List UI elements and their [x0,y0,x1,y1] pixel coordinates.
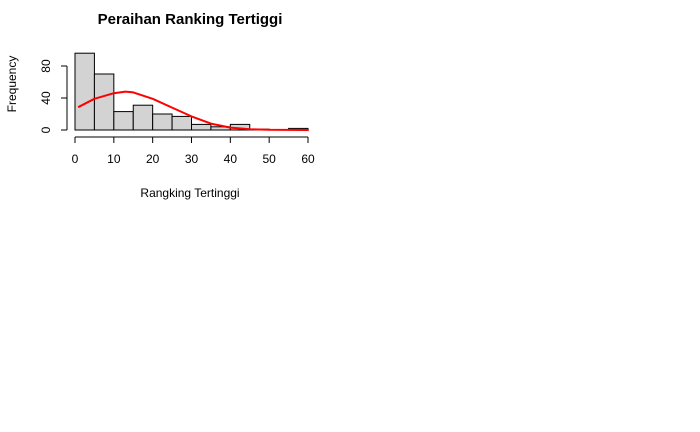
histogram-bar-4 [152,113,173,131]
x-tick-label-0: 0 [72,152,79,166]
x-tick-label-2: 20 [146,152,160,166]
x-tick-label-5: 50 [262,152,276,166]
y-tick-label-1: 40 [39,91,53,105]
histogram-bar-2 [113,111,134,131]
density-curve-layer [77,90,309,131]
histogram-bar-0 [74,52,95,131]
x-axis-label: Rangking Tertinggi [140,186,239,200]
density-curve [77,90,309,131]
y-axis: 0 40 80 [39,59,68,133]
histogram-bar-6 [191,123,212,131]
chart-title: Peraihan Ranking Tertiggi [98,11,283,28]
y-tick-label-2: 80 [39,59,53,73]
histogram-bar-5 [171,115,192,131]
x-tick-label-1: 10 [107,152,121,166]
histogram-bar-1 [93,73,115,131]
y-tick-label-0: 0 [39,126,53,133]
x-tick-label-4: 40 [224,152,238,166]
x-tick-label-6: 60 [301,152,315,166]
histogram-bars [74,52,309,131]
histogram-bar-3 [132,104,154,131]
y-axis-label: Frequency [5,56,19,113]
x-axis: 0 10 20 30 40 50 60 [72,136,315,166]
x-tick-label-3: 30 [185,152,199,166]
